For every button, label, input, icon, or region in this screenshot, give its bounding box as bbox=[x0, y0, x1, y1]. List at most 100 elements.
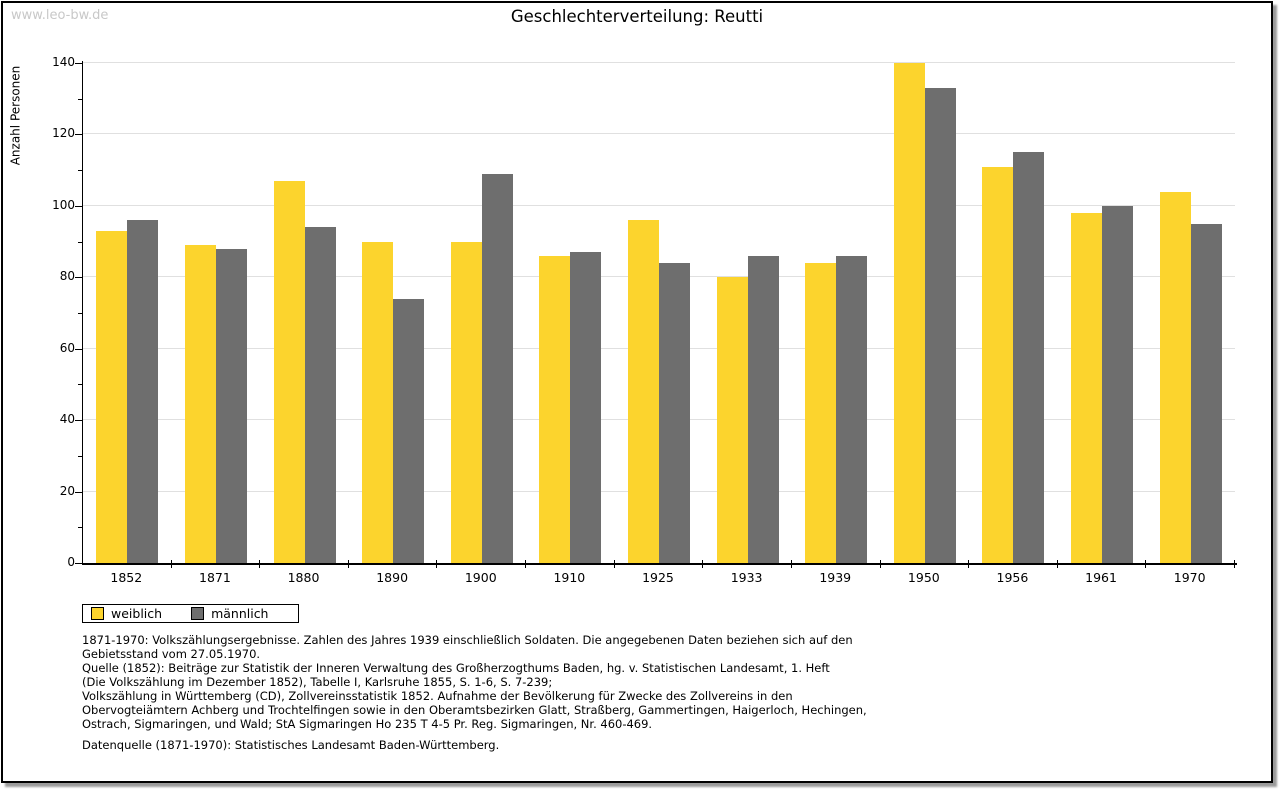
bar-weiblich-1956 bbox=[982, 167, 1013, 563]
y-tick-80 bbox=[75, 277, 82, 279]
y-label-120: 120 bbox=[52, 126, 75, 141]
bar-weiblich-1970 bbox=[1160, 192, 1191, 563]
x-label-1939: 1939 bbox=[819, 570, 852, 585]
x-tick bbox=[614, 560, 615, 568]
x-label-1871: 1871 bbox=[199, 570, 231, 585]
bar-weiblich-1900 bbox=[451, 242, 482, 563]
y-tick-120 bbox=[75, 134, 82, 136]
footer-line: 1871-1970: Volkszählungsergebnisse. Zahl… bbox=[82, 633, 853, 647]
bar-weiblich-1950 bbox=[894, 63, 925, 563]
bar-männlich-1890 bbox=[393, 299, 424, 563]
y-axis-title: Anzahl Personen bbox=[8, 65, 23, 166]
watermark: www.leo-bw.de bbox=[11, 8, 109, 23]
y-minor-tick-10 bbox=[78, 527, 82, 529]
bar-männlich-1956 bbox=[1013, 152, 1044, 563]
bar-weiblich-1961 bbox=[1071, 213, 1102, 563]
bar-weiblich-1910 bbox=[539, 256, 570, 563]
legend-label-maennlich: männlich bbox=[211, 606, 269, 621]
footer-line: Volkszählung in Württemberg (CD), Zollve… bbox=[82, 689, 793, 703]
x-label-1961: 1961 bbox=[1085, 570, 1117, 585]
x-tick bbox=[880, 560, 881, 568]
x-tick bbox=[791, 560, 792, 568]
y-label-100: 100 bbox=[52, 197, 75, 212]
y-minor-tick-30 bbox=[78, 455, 82, 457]
x-label-1950: 1950 bbox=[907, 570, 940, 585]
x-tick bbox=[259, 560, 260, 568]
x-tick bbox=[436, 560, 437, 568]
bar-männlich-1950 bbox=[925, 88, 956, 563]
x-tick bbox=[702, 560, 703, 568]
legend-item-maennlich: männlich bbox=[191, 606, 268, 621]
legend-item-weiblich: weiblich bbox=[91, 606, 162, 621]
footer-line: Obervogteiämtern Achberg und Trochtelfin… bbox=[82, 703, 867, 717]
legend-swatch-weiblich bbox=[91, 607, 104, 620]
x-tick bbox=[171, 560, 172, 568]
footer-line: (Die Volkszählung im Dezember 1852), Tab… bbox=[82, 675, 553, 689]
bar-männlich-1933 bbox=[748, 256, 779, 563]
footer-line: Ostrach, Sigmaringen, und Wald; StA Sigm… bbox=[82, 717, 653, 731]
bar-männlich-1939 bbox=[836, 256, 867, 563]
legend-swatch-maennlich bbox=[191, 607, 205, 620]
bar-männlich-1925 bbox=[659, 263, 690, 563]
x-tick bbox=[1145, 560, 1146, 568]
x-label-1970: 1970 bbox=[1173, 570, 1206, 585]
y-label-60: 60 bbox=[59, 340, 75, 355]
gridline-100 bbox=[83, 204, 1235, 206]
y-minor-tick-70 bbox=[78, 313, 82, 314]
y-tick-40 bbox=[75, 420, 82, 422]
y-tick-140 bbox=[75, 63, 82, 64]
bar-männlich-1852 bbox=[127, 220, 158, 563]
footer-line: Gebietsstand vom 27.05.1970. bbox=[82, 647, 261, 661]
y-label-40: 40 bbox=[59, 412, 75, 427]
bar-männlich-1880 bbox=[305, 227, 336, 563]
y-tick-100 bbox=[75, 205, 82, 207]
bar-männlich-1910 bbox=[570, 252, 601, 563]
gridline-140 bbox=[83, 62, 1235, 63]
x-tick bbox=[1057, 560, 1058, 568]
legend-label-weiblich: weiblich bbox=[111, 606, 163, 621]
footer-notes: 1871-1970: Volkszählungsergebnisse. Zahl… bbox=[82, 633, 1232, 752]
x-label-1933: 1933 bbox=[730, 570, 763, 585]
gridline-120 bbox=[83, 133, 1235, 135]
bar-weiblich-1890 bbox=[362, 242, 393, 563]
footer-datasource: Datenquelle (1871-1970): Statistisches L… bbox=[82, 738, 500, 752]
bar-weiblich-1933 bbox=[717, 277, 748, 563]
bar-weiblich-1852 bbox=[96, 231, 127, 563]
y-label-140: 140 bbox=[52, 55, 75, 69]
bar-männlich-1961 bbox=[1102, 206, 1133, 563]
bar-männlich-1900 bbox=[482, 174, 513, 563]
y-tick-0 bbox=[75, 563, 82, 564]
y-minor-tick-90 bbox=[78, 241, 82, 243]
x-tick bbox=[1234, 560, 1235, 568]
x-tick bbox=[525, 560, 526, 568]
y-label-20: 20 bbox=[59, 483, 75, 498]
bar-männlich-1871 bbox=[216, 249, 247, 563]
x-label-1910: 1910 bbox=[553, 570, 586, 585]
y-minor-tick-50 bbox=[78, 384, 82, 386]
bar-weiblich-1880 bbox=[274, 181, 305, 563]
bar-männlich-1970 bbox=[1191, 224, 1222, 563]
x-label-1880: 1880 bbox=[287, 570, 320, 585]
bar-weiblich-1871 bbox=[185, 245, 216, 563]
plot-area bbox=[82, 61, 1237, 565]
x-label-1956: 1956 bbox=[996, 570, 1029, 585]
footer-line: Quelle (1852): Beiträge zur Statistik de… bbox=[82, 661, 830, 675]
x-label-1890: 1890 bbox=[376, 570, 409, 585]
y-minor-tick-130 bbox=[78, 98, 82, 100]
y-minor-tick-110 bbox=[78, 170, 82, 172]
chart-canvas: www.leo-bw.de Geschlechterverteilung: Re… bbox=[3, 3, 1271, 781]
y-tick-20 bbox=[75, 491, 82, 493]
x-tick bbox=[968, 560, 969, 568]
x-label-1925: 1925 bbox=[642, 570, 674, 585]
bar-weiblich-1939 bbox=[805, 263, 836, 563]
y-label-0: 0 bbox=[67, 555, 75, 569]
x-label-1900: 1900 bbox=[464, 570, 497, 585]
x-label-1852: 1852 bbox=[110, 570, 143, 585]
legend: weiblich männlich bbox=[82, 604, 299, 623]
y-tick-60 bbox=[75, 348, 82, 350]
chart-title: Geschlechterverteilung: Reutti bbox=[510, 7, 764, 26]
bar-weiblich-1925 bbox=[628, 220, 659, 563]
x-tick bbox=[348, 560, 349, 568]
y-label-80: 80 bbox=[59, 269, 75, 284]
